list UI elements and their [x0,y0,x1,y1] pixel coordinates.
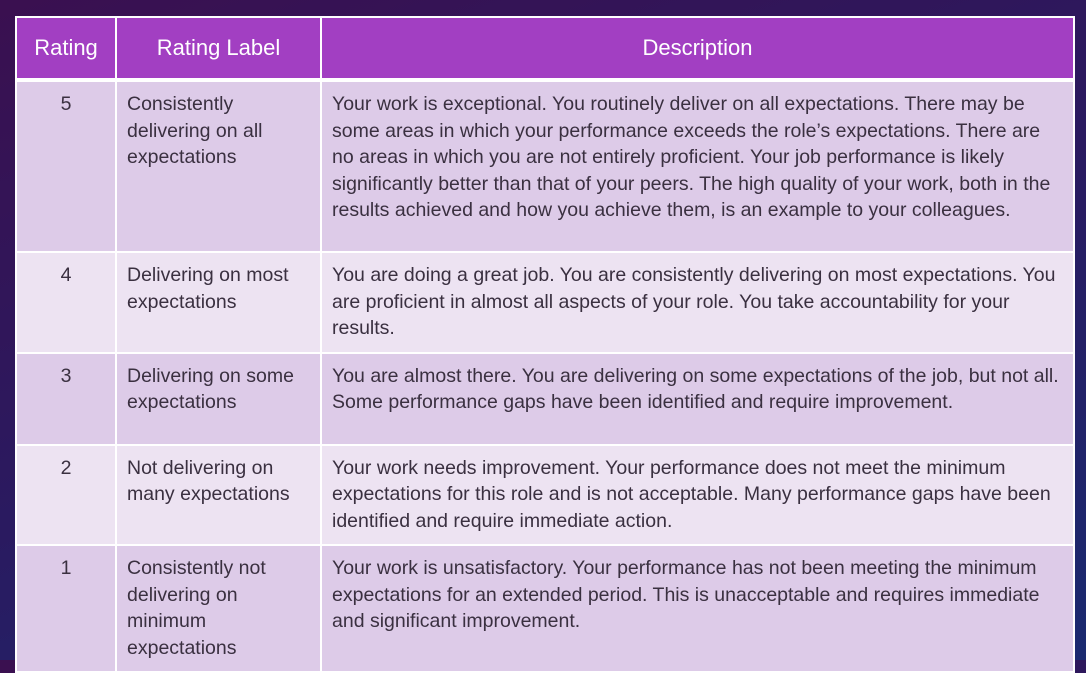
rating-cell: 2 [15,443,117,546]
description-cell: Your work is unsatisfactory. Your perfor… [320,544,1075,673]
table-row: 5 Consistently delivering on all expecta… [15,79,1075,253]
description-cell: Your work needs improvement. Your perfor… [320,443,1075,546]
description-cell: You are doing a great job. You are consi… [320,251,1075,354]
description-cell: You are almost there. You are delivering… [320,351,1075,446]
rating-table: Rating Rating Label Description 5 Consis… [15,16,1075,673]
rating-cell: 3 [15,351,117,446]
label-cell: Consistently delivering on all expectati… [115,79,322,253]
description-cell: Your work is exceptional. You routinely … [320,79,1075,253]
header-description: Description [320,16,1075,82]
label-cell: Not delivering on many expectations [115,443,322,546]
table-row: 2 Not delivering on many expectations Yo… [15,443,1075,546]
label-cell: Delivering on some expectations [115,351,322,446]
label-cell: Delivering on most expectations [115,251,322,354]
header-rating-label: Rating Label [115,16,322,82]
label-cell: Consistently not delivering on minimum e… [115,544,322,673]
rating-cell: 1 [15,544,117,673]
rating-cell: 4 [15,251,117,354]
table-row: 1 Consistently not delivering on minimum… [15,544,1075,673]
table-row: 4 Delivering on most expectations You ar… [15,251,1075,354]
header-row: Rating Rating Label Description [15,16,1075,82]
rating-cell: 5 [15,79,117,253]
header-rating: Rating [15,16,117,82]
table-row: 3 Delivering on some expectations You ar… [15,351,1075,446]
